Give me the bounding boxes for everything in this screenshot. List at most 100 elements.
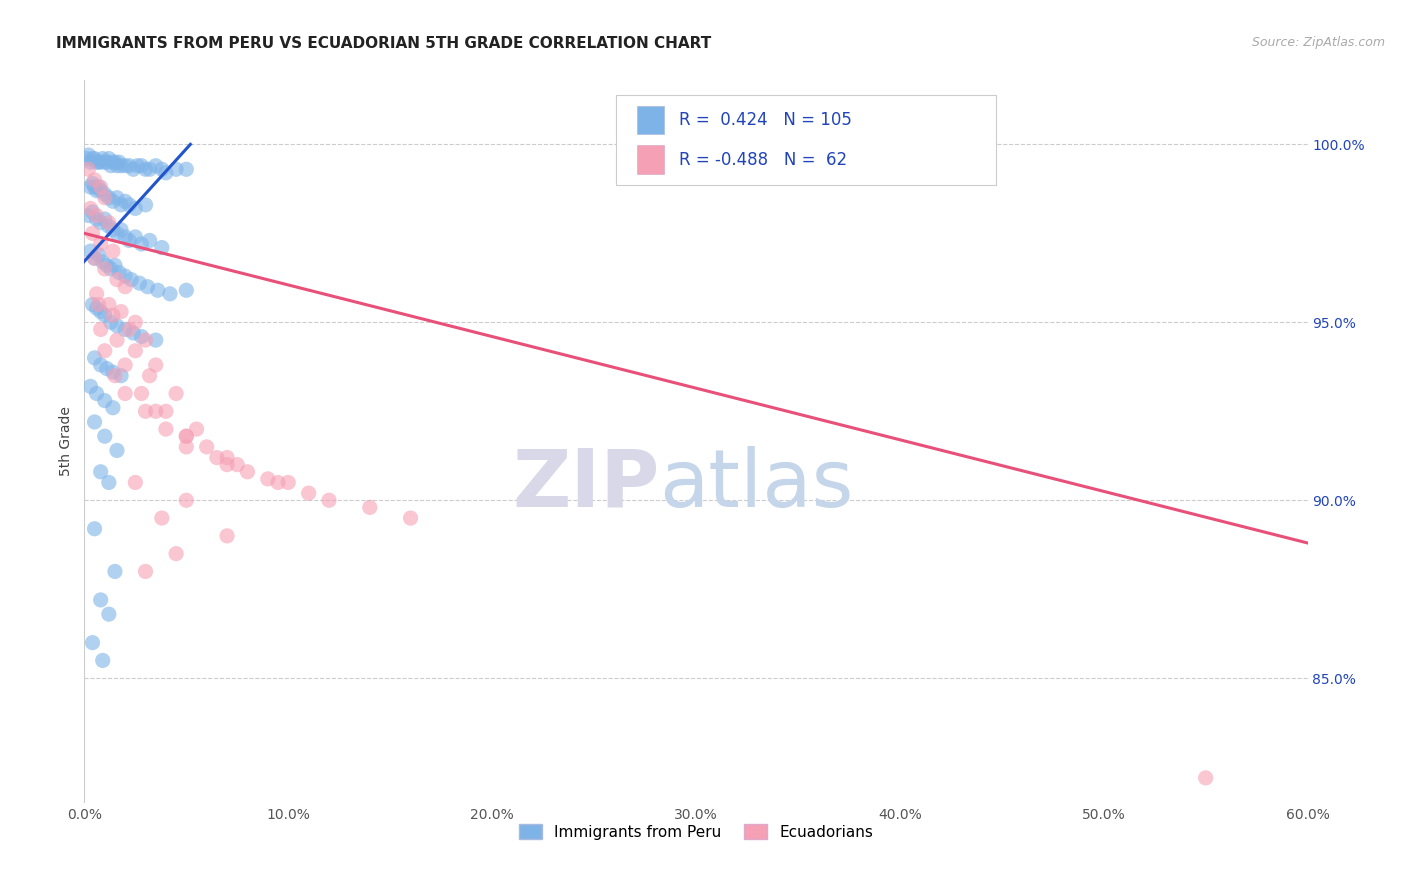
Point [135, 404, 157, 418]
Point [118, 234, 141, 248]
Point [90, 304, 112, 318]
Point [359, 500, 381, 515]
Text: atlas: atlas [659, 446, 853, 524]
Point [82, 227, 104, 241]
Point [150, 162, 173, 177]
Point [91, 254, 114, 268]
Point [174, 283, 197, 297]
Point [82, 635, 104, 649]
Point [124, 315, 146, 329]
Point [131, 329, 153, 343]
Point [101, 401, 124, 415]
Point [257, 472, 280, 486]
Point [267, 475, 290, 490]
Point [86, 209, 108, 223]
Point [93, 308, 115, 322]
Point [83, 152, 105, 166]
Point [79, 244, 101, 259]
Point [86, 386, 108, 401]
Point [217, 529, 239, 543]
Text: R =  0.424   N = 105: R = 0.424 N = 105 [679, 111, 852, 129]
Point [97, 216, 120, 230]
Point [75, 152, 97, 166]
Point [86, 212, 108, 227]
Point [145, 333, 167, 347]
Point [122, 162, 145, 177]
Point [82, 177, 104, 191]
Point [145, 159, 167, 173]
Point [114, 358, 136, 372]
Point [124, 202, 146, 216]
Point [131, 237, 153, 252]
Point [318, 493, 340, 508]
Point [83, 252, 105, 266]
Point [165, 547, 187, 561]
Point [145, 404, 167, 418]
Point [105, 191, 128, 205]
Point [100, 261, 122, 276]
Point [135, 333, 157, 347]
Point [90, 155, 112, 169]
Point [110, 198, 132, 212]
Point [135, 565, 157, 579]
Point [83, 173, 105, 187]
Point [114, 322, 136, 336]
Point [77, 148, 100, 162]
Point [138, 162, 160, 177]
Point [217, 450, 239, 465]
Point [101, 223, 124, 237]
Point [136, 279, 159, 293]
Point [226, 458, 249, 472]
Point [96, 258, 118, 272]
Point [104, 258, 127, 272]
Point [79, 202, 101, 216]
Point [97, 475, 120, 490]
Point [122, 326, 145, 340]
Point [174, 429, 197, 443]
Point [87, 248, 110, 262]
Point [87, 180, 110, 194]
Point [97, 219, 120, 234]
Point [174, 162, 197, 177]
Point [236, 465, 259, 479]
Point [165, 162, 187, 177]
Point [131, 386, 153, 401]
Point [90, 216, 112, 230]
Point [105, 318, 128, 333]
Point [145, 358, 167, 372]
Point [150, 511, 173, 525]
Point [101, 244, 124, 259]
Text: R = -0.488   N =  62: R = -0.488 N = 62 [679, 151, 846, 169]
Point [138, 368, 160, 383]
Point [93, 393, 115, 408]
Point [155, 422, 177, 436]
Point [128, 276, 150, 290]
Point [165, 386, 187, 401]
Point [217, 458, 239, 472]
Point [110, 223, 132, 237]
Point [82, 297, 104, 311]
Point [83, 252, 105, 266]
Point [108, 155, 131, 169]
Point [105, 333, 128, 347]
Text: IMMIGRANTS FROM PERU VS ECUADORIAN 5TH GRADE CORRELATION CHART: IMMIGRANTS FROM PERU VS ECUADORIAN 5TH G… [56, 36, 711, 51]
Point [277, 475, 299, 490]
Point [101, 155, 124, 169]
Y-axis label: 5th Grade: 5th Grade [59, 407, 73, 476]
Point [87, 155, 110, 169]
Point [93, 429, 115, 443]
Point [135, 198, 157, 212]
Point [90, 465, 112, 479]
Point [105, 272, 128, 286]
Point [82, 152, 104, 166]
Point [155, 166, 177, 180]
Point [90, 322, 112, 336]
Point [124, 343, 146, 358]
Point [118, 322, 141, 336]
Point [100, 315, 122, 329]
Point [159, 286, 181, 301]
Point [127, 159, 149, 173]
Point [86, 301, 108, 315]
Point [174, 493, 197, 508]
Point [101, 308, 124, 322]
